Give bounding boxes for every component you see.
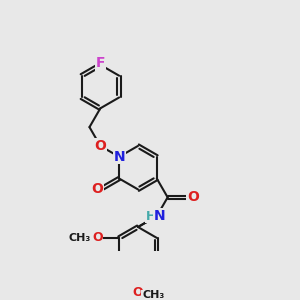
Text: O: O: [92, 231, 103, 244]
Text: O: O: [187, 190, 199, 204]
Text: CH₃: CH₃: [142, 290, 164, 300]
Text: O: O: [133, 286, 143, 299]
Text: CH₃: CH₃: [69, 233, 91, 243]
Text: O: O: [91, 182, 103, 197]
Text: H: H: [146, 210, 156, 223]
Text: F: F: [96, 56, 105, 70]
Text: N: N: [154, 209, 165, 223]
Text: N: N: [113, 150, 125, 164]
Text: O: O: [94, 139, 106, 153]
